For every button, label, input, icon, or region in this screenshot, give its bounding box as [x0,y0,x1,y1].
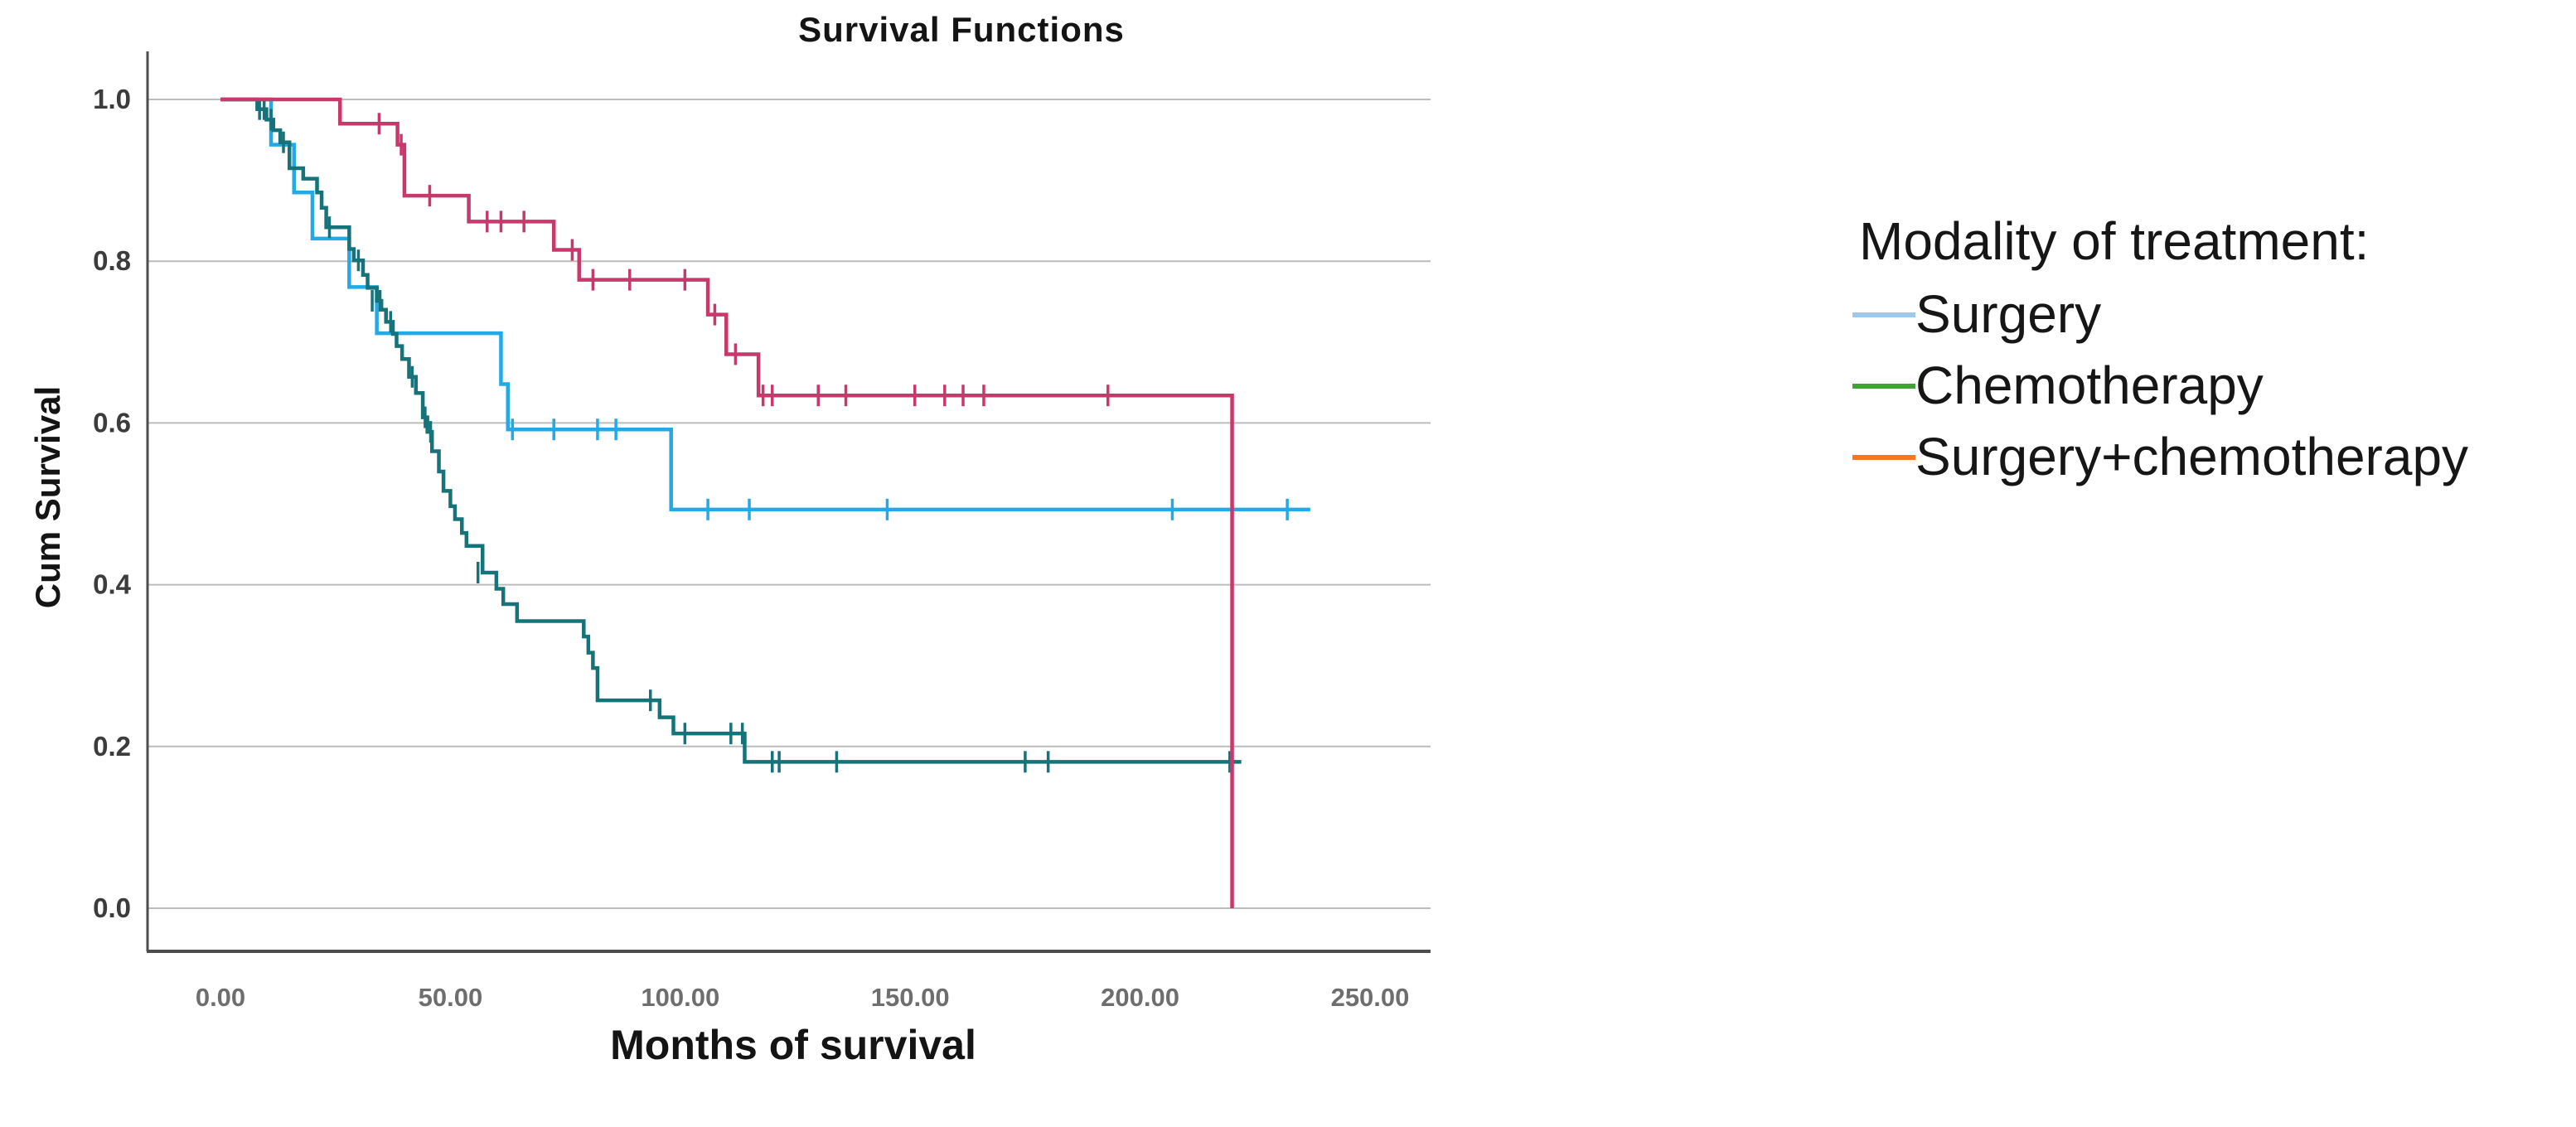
svg-text:0.8: 0.8 [93,245,131,276]
legend-item-label: Surgery+chemotherapy [1915,427,2469,486]
svg-text:50.00: 50.00 [419,983,483,1012]
legend: Modality of treatment: Surgery Chemother… [1852,204,2468,492]
legend-swatch-surgery [1852,312,1915,318]
svg-text:150.00: 150.00 [871,983,950,1012]
legend-item: Surgery+chemotherapy [1852,421,2468,492]
x-axis-label: Months of survival [610,1022,976,1068]
legend-swatch-surgery-chemotherapy [1852,455,1915,461]
svg-text:250.00: 250.00 [1331,983,1410,1012]
legend-item-label: Chemotherapy [1915,356,2264,415]
legend-title: Modality of treatment: [1859,211,2370,271]
svg-text:200.00: 200.00 [1101,983,1179,1012]
svg-text:100.00: 100.00 [641,983,719,1012]
svg-text:0.4: 0.4 [93,569,132,600]
svg-text:0.00: 0.00 [196,983,245,1012]
svg-text:0.0: 0.0 [93,892,131,923]
survival-plot: 1.0 0.8 0.6 0.4 0.2 0.0 0.00 50.00 100.00 150.00 2… [93,51,1431,1012]
legend-swatch-chemotherapy [1852,384,1915,389]
y-axis-label: Cum Survival [28,385,67,609]
svg-text:1.0: 1.0 [93,84,131,114]
svg-text:0.6: 0.6 [93,407,131,438]
legend-item: Chemotherapy [1852,350,2468,421]
legend-item-label: Surgery [1915,284,2102,344]
legend-item: Surgery [1852,278,2468,350]
chart-title: Survival Functions [798,10,1125,49]
svg-text:0.2: 0.2 [93,731,131,762]
